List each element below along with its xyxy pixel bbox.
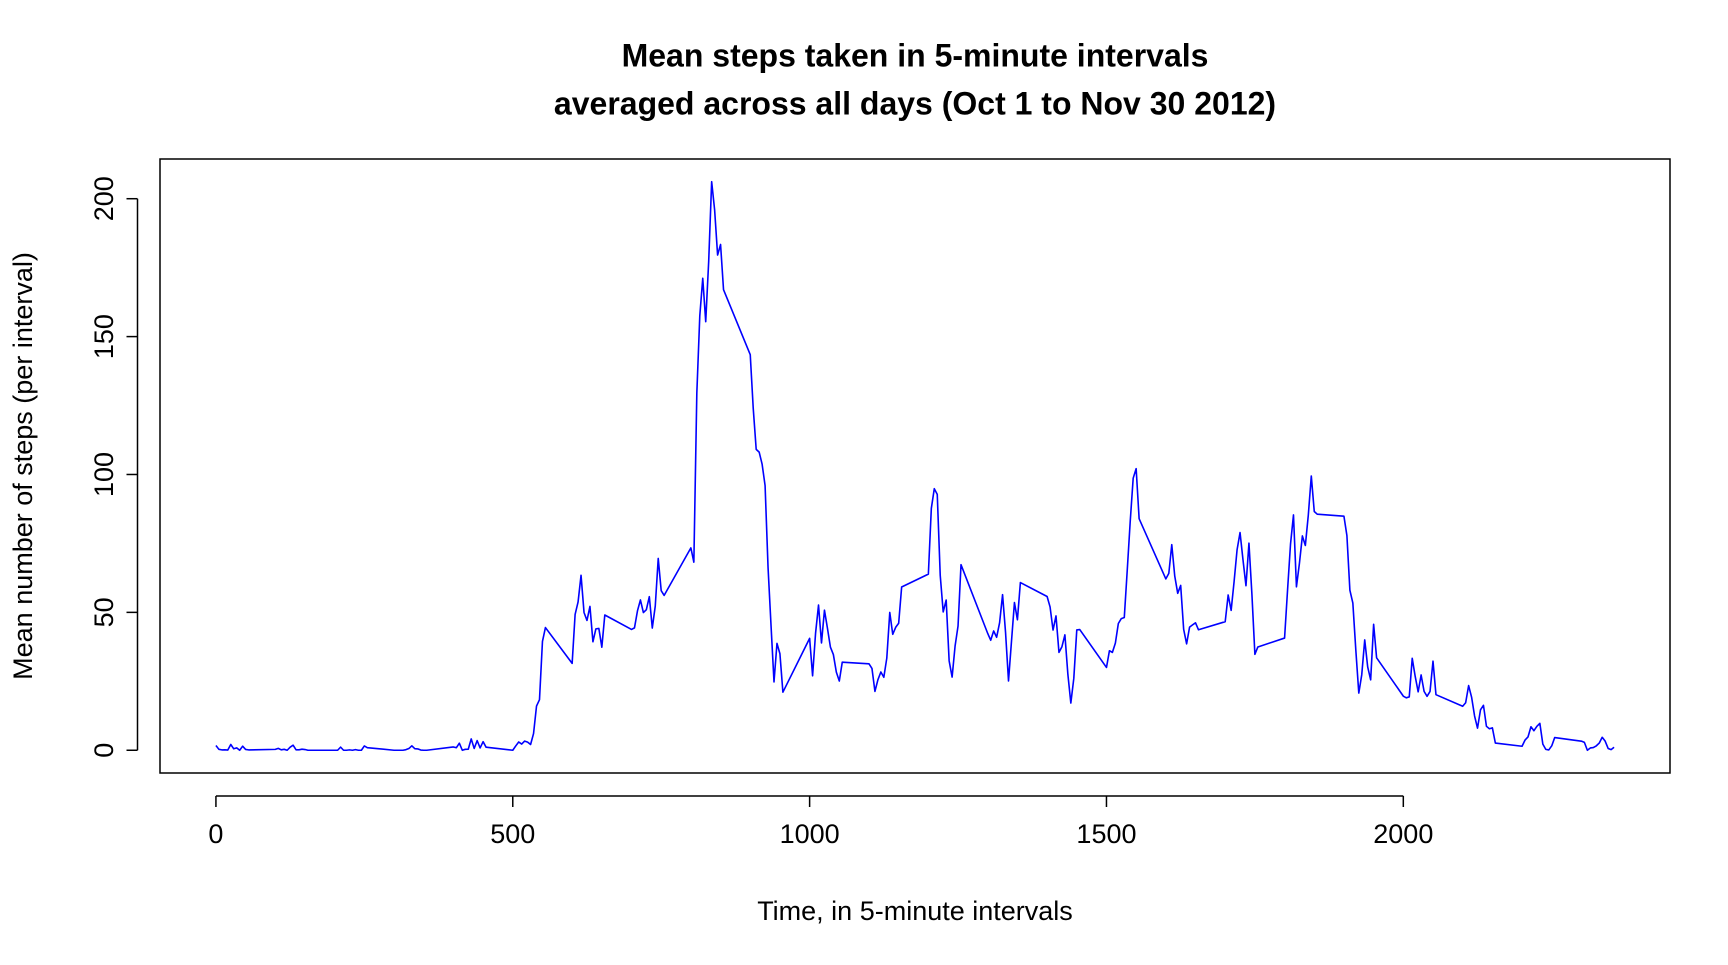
y-tick-label: 200 xyxy=(89,176,119,221)
y-tick-label: 100 xyxy=(89,452,119,497)
chart-subtitle: averaged across all days (Oct 1 to Nov 3… xyxy=(554,85,1276,121)
chart-title: Mean steps taken in 5-minute intervals xyxy=(622,37,1209,73)
x-tick-label: 1000 xyxy=(780,819,840,849)
x-tick-label: 0 xyxy=(208,819,223,849)
y-tick-label: 0 xyxy=(89,743,119,758)
y-tick-label: 150 xyxy=(89,314,119,359)
y-tick-label: 50 xyxy=(89,597,119,627)
plot-frame xyxy=(159,158,1671,774)
x-tick-label: 1500 xyxy=(1076,819,1136,849)
x-axis-label: Time, in 5-minute intervals xyxy=(757,896,1073,926)
data-line xyxy=(215,180,1615,752)
x-tick-label: 500 xyxy=(490,819,535,849)
x-tick-label: 2000 xyxy=(1373,819,1433,849)
y-axis-label: Mean number of steps (per interval) xyxy=(8,252,38,680)
